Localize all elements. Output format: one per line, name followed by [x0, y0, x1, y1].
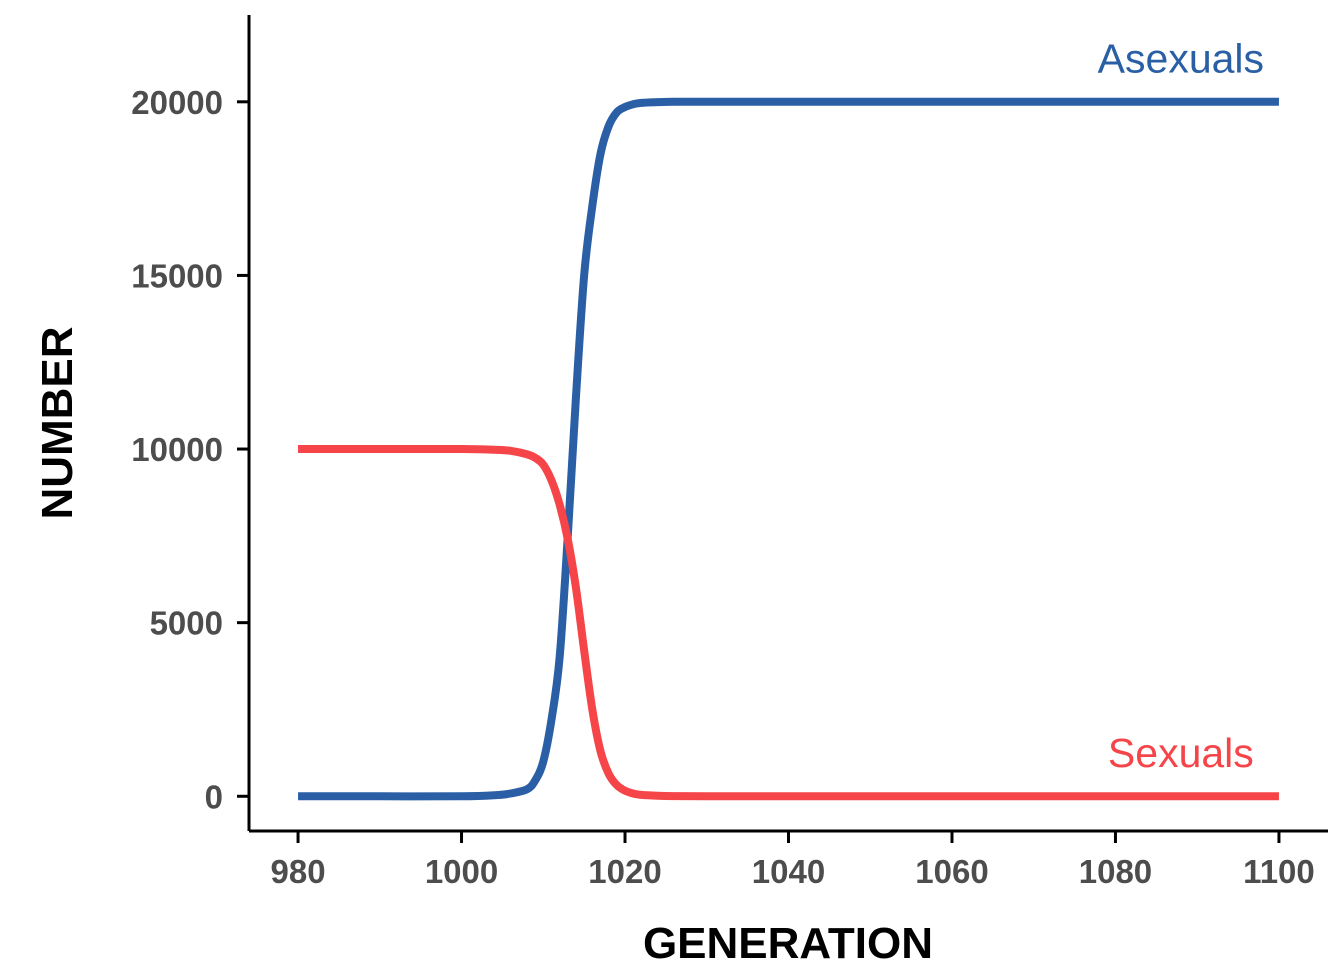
x-axis-title: GENERATION: [643, 919, 933, 960]
series-lines: [298, 97, 1279, 801]
x-tick-label: 1060: [915, 853, 988, 890]
series-label-sexuals: Sexuals: [1108, 730, 1254, 776]
series-line-asexuals: [298, 97, 1279, 801]
y-tick-label: 10000: [131, 431, 223, 468]
y-tick-label: 20000: [131, 84, 223, 121]
y-tick-label: 0: [205, 778, 223, 815]
y-tick-label: 5000: [150, 605, 223, 642]
series-label-asexuals: Asexuals: [1098, 35, 1264, 81]
series-labels: Asexuals Sexuals: [1098, 35, 1264, 775]
x-tick-label: 1080: [1079, 853, 1152, 890]
y-axis-title: NUMBER: [33, 326, 82, 519]
ticks: 980 1000 1020 1040 1060 1080 1100 0 5000 10000 150…: [131, 84, 1315, 890]
axes: [247, 15, 1328, 833]
y-tick-label: 15000: [131, 257, 223, 294]
x-tick-label: 1020: [588, 853, 661, 890]
x-tick-label: 1040: [752, 853, 825, 890]
x-tick-label: 1100: [1243, 853, 1315, 890]
x-tick-label: 980: [271, 853, 326, 890]
x-tick-label: 1000: [425, 853, 498, 890]
series-line-sexuals: [298, 444, 1279, 801]
